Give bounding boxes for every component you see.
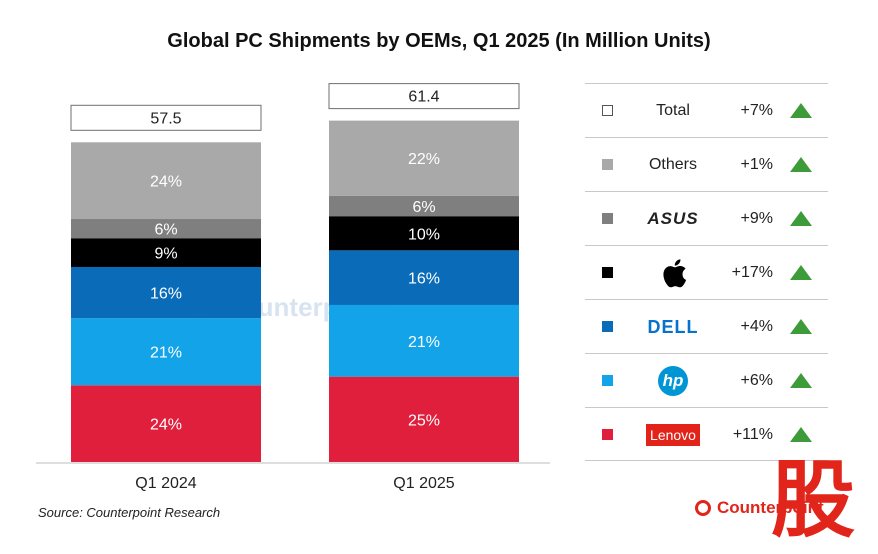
bar-segment-dell-2 [329, 250, 519, 305]
total-box-2 [328, 83, 520, 110]
up-triangle-icon [790, 103, 812, 118]
legend-change-asus: +9% [740, 210, 773, 227]
legend-row-total: Total +7% [585, 83, 828, 137]
legend-swatch-others [602, 159, 613, 170]
legend-swatch-lenovo [602, 429, 613, 440]
legend: Total +7% Others +1% ASUS +9% +17% DELL … [585, 83, 828, 461]
bar-segment-hp-1 [71, 318, 261, 386]
total-label-1: 57.5 [150, 110, 181, 127]
bar-segment-lenovo-2 [329, 376, 519, 462]
data-label-lenovo-2: 25% [408, 412, 440, 429]
data-label-dell-2: 16% [408, 271, 440, 288]
legend-row-dell: DELL +4% [585, 299, 828, 353]
legend-swatch-asus [602, 213, 613, 224]
legend-change-hp: +6% [740, 372, 773, 389]
legend-swatch-hp [602, 375, 613, 386]
chart-title: Global PC Shipments by OEMs, Q1 2025 (In… [167, 30, 711, 52]
brand-logo: Counterpoint [695, 498, 824, 518]
bar-segment-asus-2 [329, 195, 519, 217]
legend-swatch-dell [602, 321, 613, 332]
bar-segment-apple-1 [71, 238, 261, 267]
up-triangle-icon [790, 427, 812, 442]
up-triangle-icon [790, 157, 812, 172]
total-label-2: 61.4 [408, 89, 439, 106]
bar-segment-lenovo-1 [71, 385, 261, 462]
category-label-2: Q1 2025 [393, 475, 454, 492]
hp-logo-icon: hp [658, 366, 688, 396]
data-label-apple-1: 9% [154, 246, 177, 263]
apple-logo-icon [663, 259, 687, 288]
legend-row-apple: +17% [585, 245, 828, 299]
legend-change-others: +1% [740, 156, 773, 173]
data-label-apple-2: 10% [408, 226, 440, 243]
up-triangle-icon [790, 319, 812, 334]
up-triangle-icon [790, 265, 812, 280]
data-label-asus-2: 6% [412, 199, 435, 216]
legend-row-others: Others +1% [585, 137, 828, 191]
legend-name-total: Total [656, 102, 690, 119]
bar-segment-others-1 [71, 142, 261, 220]
data-label-dell-1: 16% [150, 286, 182, 303]
data-label-hp-1: 21% [150, 345, 182, 362]
lenovo-logo-icon: Lenovo [646, 424, 700, 446]
legend-row-lenovo: Lenovo +11% [585, 407, 828, 461]
corner-stamp: 股 [770, 453, 855, 547]
bar-segment-hp-2 [329, 304, 519, 377]
legend-change-total: +7% [740, 102, 773, 119]
asus-logo-icon: ASUS [647, 209, 699, 228]
legend-name-others: Others [648, 156, 697, 173]
data-label-lenovo-1: 24% [150, 417, 182, 434]
source-note: Source: Counterpoint Research [38, 505, 221, 520]
legend-change-apple: +17% [731, 264, 773, 281]
bar-segment-others-2 [329, 120, 519, 196]
total-box-1 [70, 104, 262, 131]
legend-swatch-apple [602, 267, 613, 278]
legend-swatch-total [602, 105, 613, 116]
bar-segment-asus-1 [71, 219, 261, 239]
data-label-others-1: 24% [150, 174, 182, 191]
dell-logo-icon: DELL [647, 316, 699, 337]
counterpoint-logo-icon [695, 500, 711, 516]
data-label-hp-2: 21% [408, 334, 440, 351]
brand-text: Counterpoint [717, 498, 824, 517]
legend-row-asus: ASUS +9% [585, 191, 828, 245]
bar-segment-dell-1 [71, 266, 261, 319]
legend-change-dell: +4% [740, 318, 773, 335]
legend-row-hp: hp +6% [585, 353, 828, 407]
up-triangle-icon [790, 373, 812, 388]
data-label-others-2: 22% [408, 151, 440, 168]
category-label-1: Q1 2024 [135, 475, 196, 492]
bar-segment-apple-2 [329, 216, 519, 251]
data-label-asus-1: 6% [154, 222, 177, 239]
up-triangle-icon [790, 211, 812, 226]
legend-change-lenovo: +11% [732, 426, 773, 443]
